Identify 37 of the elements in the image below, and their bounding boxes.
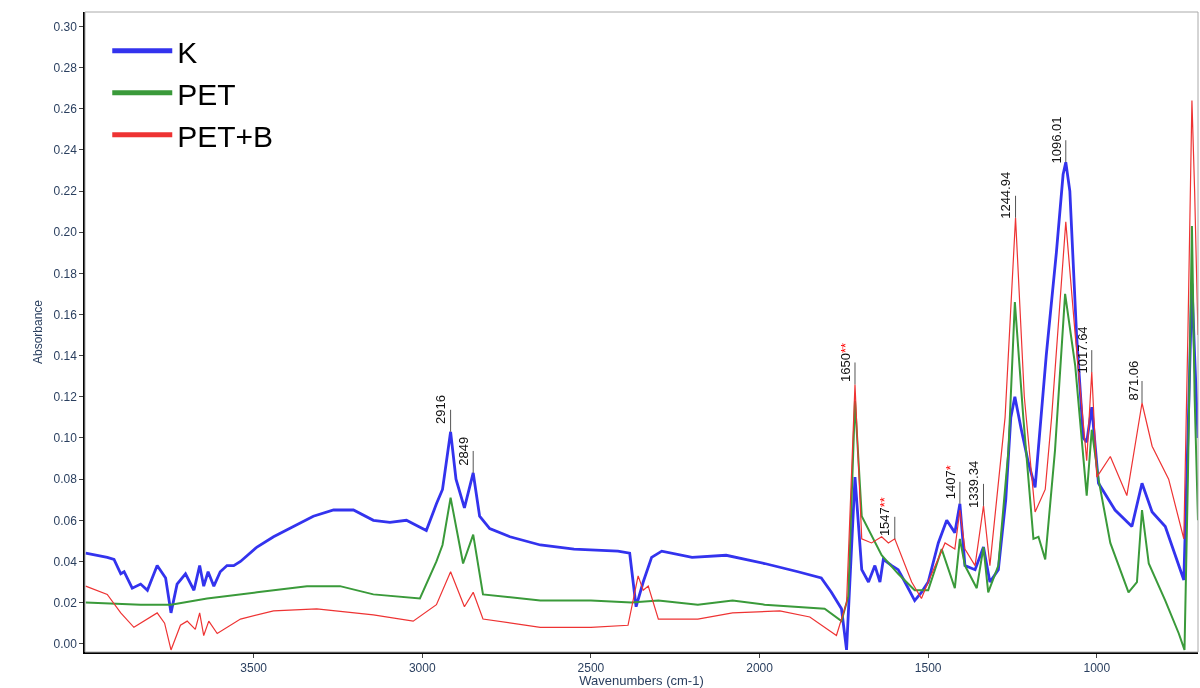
legend-label: PET bbox=[177, 77, 236, 111]
y-tick-label: 0.08 bbox=[53, 472, 78, 487]
annotation: 1407* bbox=[942, 465, 958, 500]
y-tick-label: 0.00 bbox=[53, 636, 78, 651]
y-tick-label: 0.12 bbox=[53, 390, 78, 405]
legend-label: PET+B bbox=[177, 119, 274, 153]
y-tick-label: 0.02 bbox=[53, 595, 78, 610]
annotation: 2916 bbox=[433, 394, 449, 424]
y-axis-title: Absorbance bbox=[31, 299, 46, 365]
y-tick-label: 0.14 bbox=[53, 348, 78, 363]
annotation: 1096.01 bbox=[1049, 116, 1065, 164]
annotation: 871.06 bbox=[1125, 360, 1141, 401]
y-tick-label: 0.20 bbox=[53, 225, 78, 240]
annotation: 1650** bbox=[838, 342, 854, 382]
annotation: 1244.94 bbox=[998, 171, 1014, 219]
y-tick-label: 0.18 bbox=[53, 266, 78, 281]
annotation: 1017.64 bbox=[1075, 326, 1091, 374]
y-tick-label: 0.04 bbox=[53, 554, 78, 569]
annotation: 2849 bbox=[455, 436, 471, 466]
x-tick-label: 2000 bbox=[746, 661, 774, 676]
y-tick-label: 0.22 bbox=[53, 184, 78, 199]
x-tick-label: 2500 bbox=[577, 661, 605, 676]
x-tick-label: 1500 bbox=[914, 661, 942, 676]
y-tick-label: 0.26 bbox=[53, 101, 78, 116]
y-tick-label: 0.24 bbox=[53, 143, 78, 158]
x-tick-label: 3500 bbox=[240, 661, 268, 676]
annotation: 1547** bbox=[877, 497, 893, 537]
x-tick-label: 3000 bbox=[408, 661, 436, 676]
x-tick-label: 1000 bbox=[1083, 661, 1111, 676]
y-tick-label: 0.10 bbox=[53, 431, 78, 446]
annotation: 1339.34 bbox=[966, 460, 982, 508]
y-tick-label: 0.28 bbox=[53, 60, 78, 75]
y-tick-label: 0.06 bbox=[53, 513, 78, 528]
y-tick-label: 0.30 bbox=[53, 19, 78, 34]
legend-label: K bbox=[177, 35, 198, 69]
y-tick-label: 0.16 bbox=[53, 307, 78, 322]
x-axis-title: Wavenumbers (cm-1) bbox=[579, 673, 704, 688]
